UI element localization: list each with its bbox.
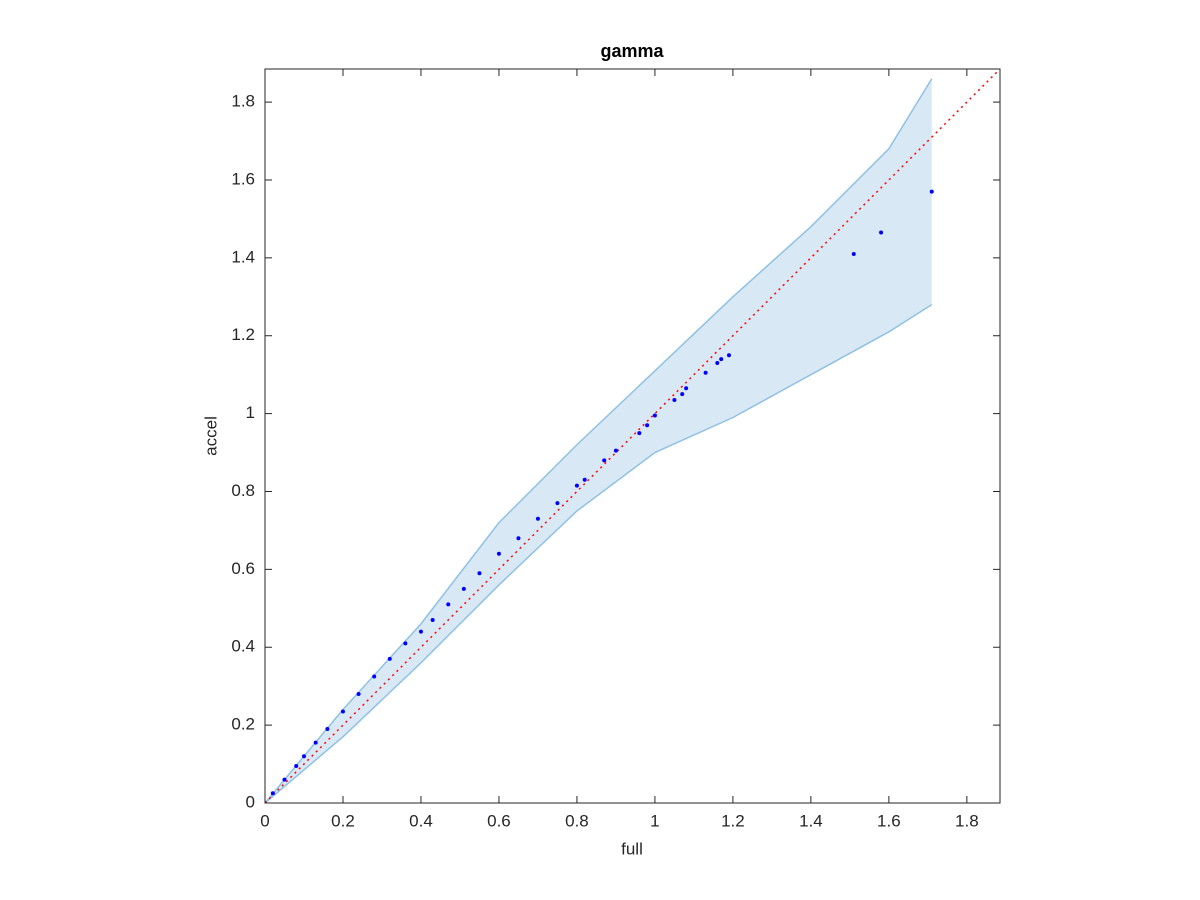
y-tick-label: 1.8 xyxy=(231,92,255,111)
x-tick-label: 0.6 xyxy=(487,811,511,830)
y-tick-label: 1.6 xyxy=(231,169,255,188)
y-tick-label: 1.2 xyxy=(231,325,255,344)
x-tick-label: 1.6 xyxy=(877,811,901,830)
point xyxy=(403,641,408,646)
point xyxy=(461,586,466,591)
point xyxy=(325,727,330,732)
point xyxy=(719,357,724,362)
point xyxy=(715,360,720,365)
point xyxy=(282,777,287,782)
y-tick-label: 0 xyxy=(246,792,255,811)
y-tick-label: 0.8 xyxy=(231,481,255,500)
x-tick-label: 0.8 xyxy=(565,811,589,830)
band-edge xyxy=(264,78,933,804)
point xyxy=(496,551,501,556)
axes-box xyxy=(264,68,1001,804)
point xyxy=(356,691,361,696)
point xyxy=(430,617,435,622)
point xyxy=(340,709,345,714)
point xyxy=(516,536,521,541)
point xyxy=(637,431,642,436)
point xyxy=(418,629,423,634)
point xyxy=(387,656,392,661)
x-tick-label: 0.2 xyxy=(331,811,355,830)
point xyxy=(703,370,708,375)
point xyxy=(582,477,587,482)
point xyxy=(301,754,306,759)
point xyxy=(851,251,856,256)
point xyxy=(652,413,657,418)
point xyxy=(270,791,275,796)
point xyxy=(879,230,884,235)
point xyxy=(613,448,618,453)
y-tick-label: 1.4 xyxy=(231,247,255,266)
band-edge xyxy=(264,303,933,804)
y-axis-label: accel xyxy=(201,416,220,456)
x-tick-label: 1.8 xyxy=(955,811,979,830)
point xyxy=(574,483,579,488)
point xyxy=(684,386,689,391)
point xyxy=(727,353,732,358)
point xyxy=(672,397,677,402)
point xyxy=(313,740,318,745)
x-tick-label: 1.2 xyxy=(721,811,745,830)
chart-title: gamma xyxy=(600,41,664,61)
x-axis-label: full xyxy=(621,839,643,858)
x-tick-label: 0 xyxy=(260,811,269,830)
x-tick-label: 1.4 xyxy=(799,811,823,830)
point xyxy=(602,458,607,463)
y-tick-label: 0.4 xyxy=(231,637,255,656)
x-tick-label: 1 xyxy=(650,811,659,830)
y-tick-label: 0.6 xyxy=(231,559,255,578)
y-tick-label: 1 xyxy=(246,403,255,422)
point xyxy=(680,392,685,397)
x-tick-label: 0.4 xyxy=(409,811,433,830)
band-area xyxy=(265,78,932,804)
point xyxy=(477,571,482,576)
point xyxy=(294,764,299,769)
point xyxy=(645,423,650,428)
point xyxy=(555,501,560,506)
point xyxy=(929,189,934,194)
point xyxy=(446,602,451,607)
y-tick-label: 0.2 xyxy=(231,715,255,734)
point xyxy=(535,516,540,521)
reference-line xyxy=(264,68,1001,804)
point xyxy=(372,674,377,679)
